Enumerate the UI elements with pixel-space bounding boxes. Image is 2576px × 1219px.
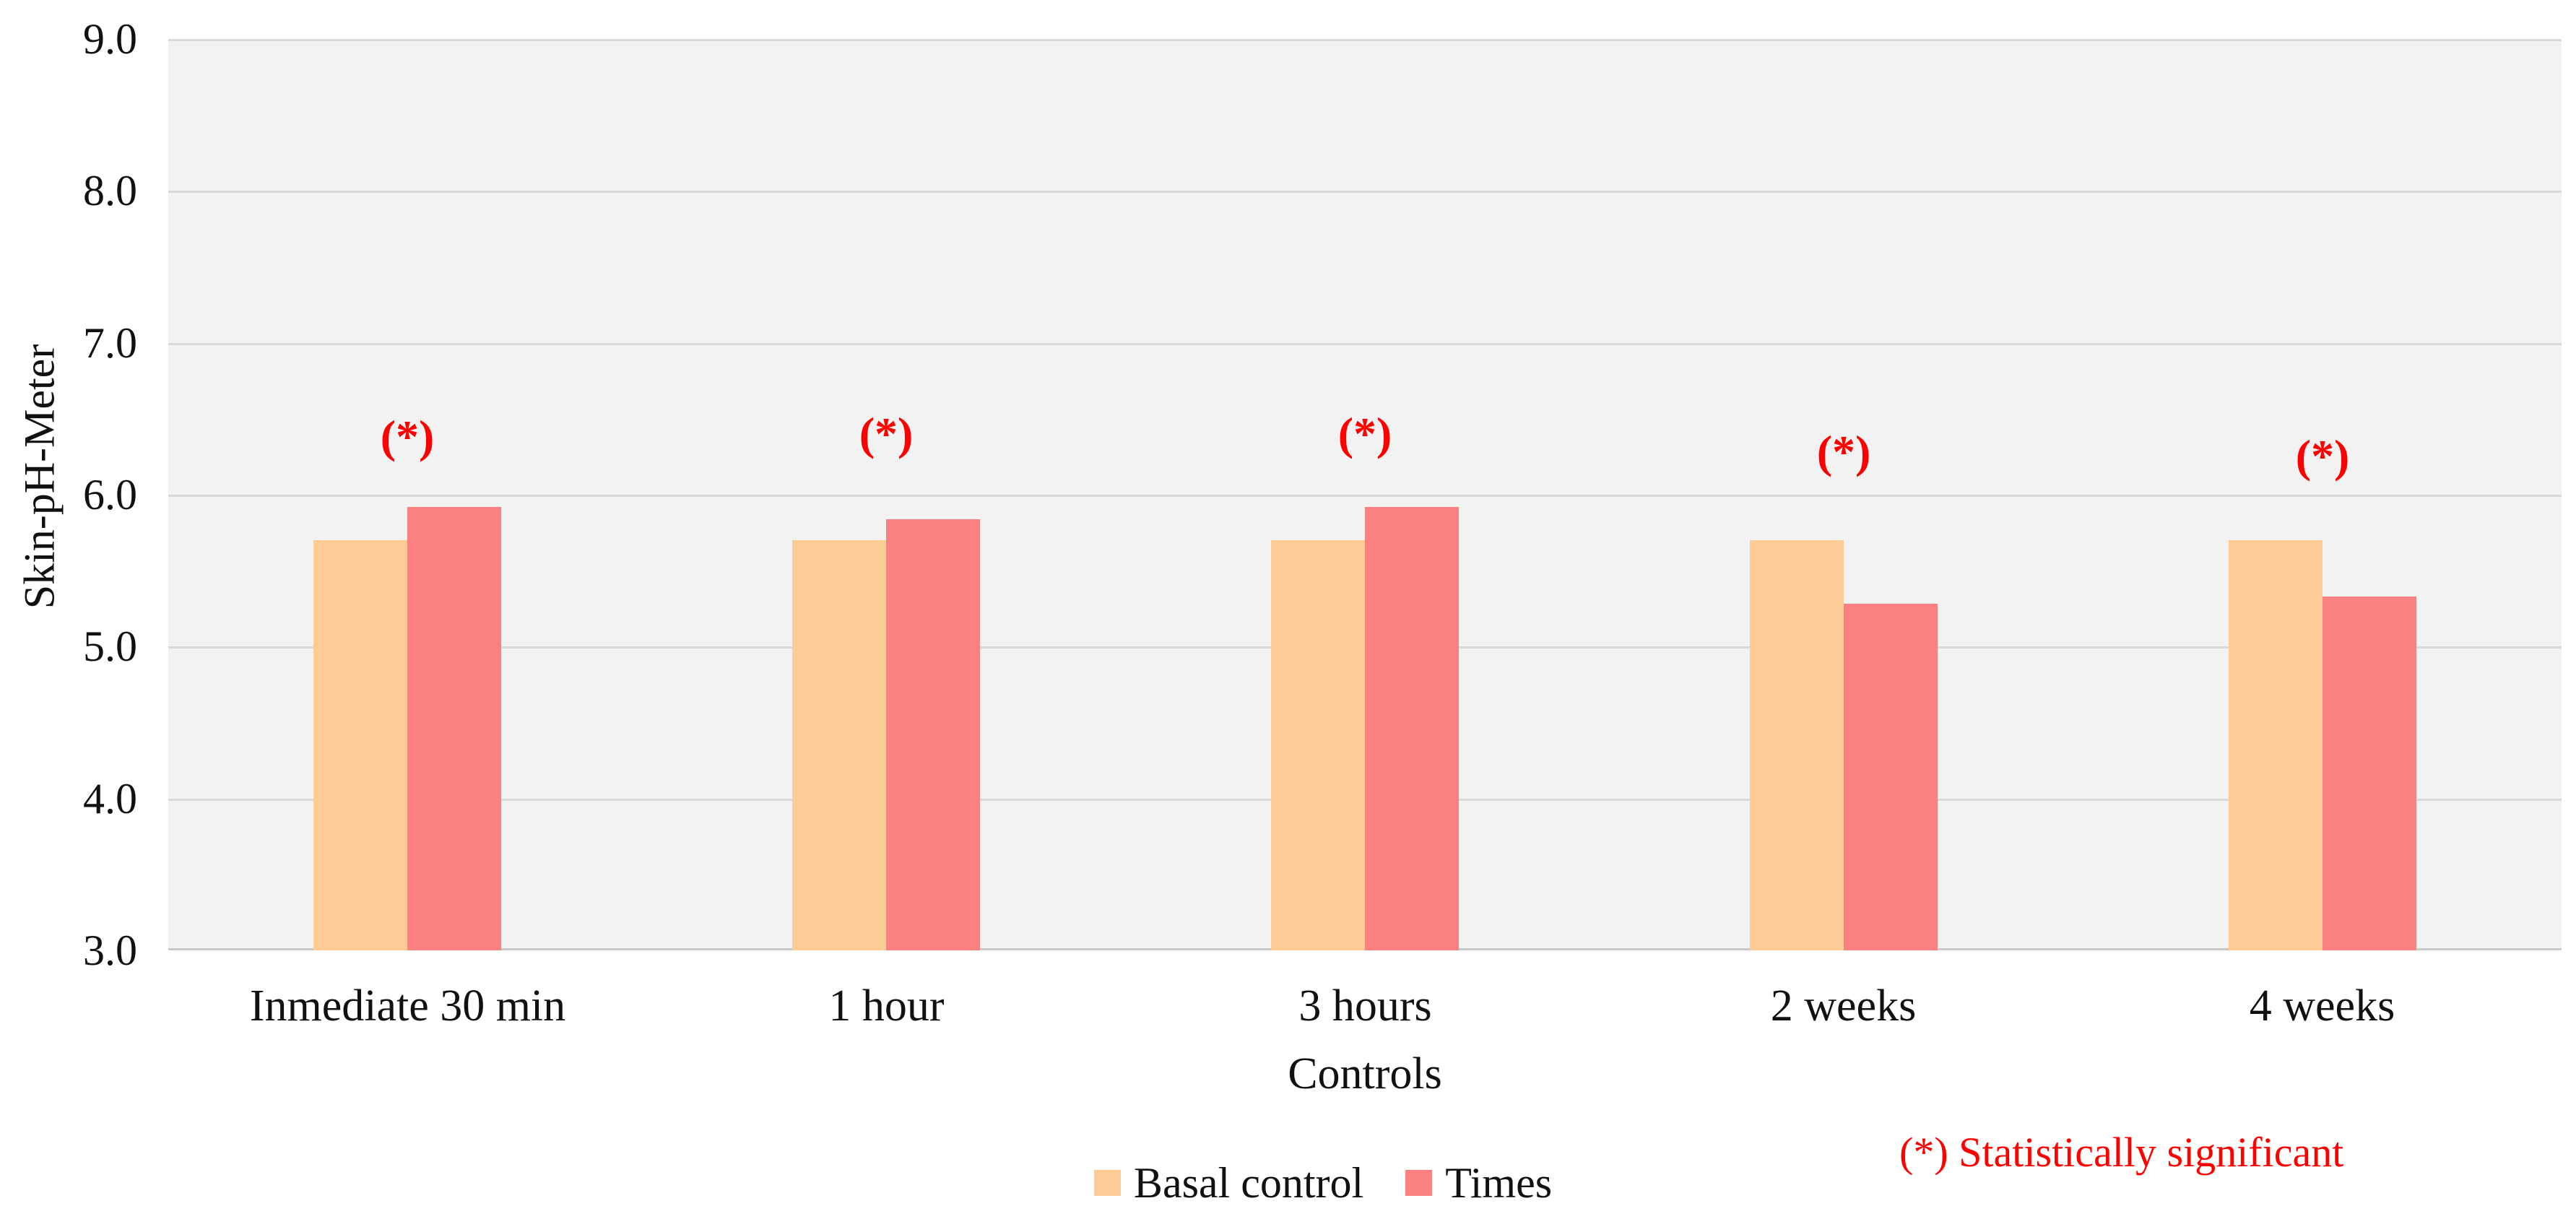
bar-basal-control xyxy=(313,540,407,950)
significance-marker: (*) xyxy=(1816,426,1871,477)
legend-label-basal-control: Basal control xyxy=(1133,1159,1364,1207)
y-tick-label: 5.0 xyxy=(83,622,137,670)
legend: Basal control Times xyxy=(1093,1159,1552,1207)
plot-area: (*) (*) (*) (*) (*) xyxy=(168,39,2562,950)
significance-marker: (*) xyxy=(859,408,914,459)
y-tick-label: 4.0 xyxy=(83,775,137,823)
bar-basal-control xyxy=(1271,540,1365,950)
x-axis-title: Controls xyxy=(1288,1049,1442,1098)
significance-marker: (*) xyxy=(1337,408,1392,459)
bar-basal-control xyxy=(2229,540,2323,950)
x-category-label: 3 hours xyxy=(1298,981,1432,1031)
y-tick-label: 9.0 xyxy=(83,15,137,63)
bar-times xyxy=(886,519,980,950)
y-tick-label: 7.0 xyxy=(83,319,137,367)
legend-entry-times: Times xyxy=(1405,1161,1552,1205)
x-category-label: 4 weeks xyxy=(2249,981,2395,1031)
gridline xyxy=(168,191,2562,193)
y-axis-title: Skin-pH-Meter xyxy=(15,344,64,610)
significance-marker: (*) xyxy=(380,411,435,462)
bar-times xyxy=(1365,507,1459,950)
gridline xyxy=(168,343,2562,345)
y-tick-label: 3.0 xyxy=(83,927,137,974)
legend-swatch-basal-control xyxy=(1093,1170,1121,1196)
gridline xyxy=(168,39,2562,41)
significance-note: (*) Statistically significant xyxy=(1899,1129,2344,1176)
legend-entry-basal-control: Basal control xyxy=(1093,1159,1364,1207)
x-category-label: 2 weeks xyxy=(1770,981,1917,1031)
gridline xyxy=(168,495,2562,497)
bar-times xyxy=(2323,597,2416,950)
legend-label-times: Times xyxy=(1445,1159,1553,1207)
x-category-label: 1 hour xyxy=(828,981,945,1031)
bar-times xyxy=(1844,604,1938,950)
bar-basal-control xyxy=(1750,540,1844,950)
legend-swatch-times xyxy=(1405,1170,1433,1196)
significance-marker: (*) xyxy=(2295,430,2350,482)
y-tick-label: 8.0 xyxy=(83,167,137,214)
bar-times xyxy=(407,507,501,950)
x-category-label: Inmediate 30 min xyxy=(249,981,566,1031)
bar-basal-control xyxy=(792,540,886,950)
y-tick-label: 6.0 xyxy=(83,471,137,519)
